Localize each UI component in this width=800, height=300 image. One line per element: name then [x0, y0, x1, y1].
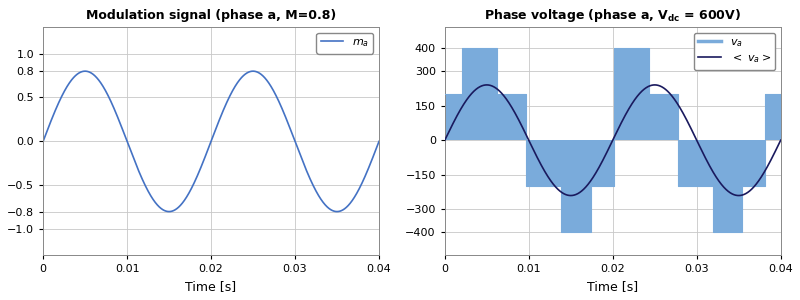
- X-axis label: Time [s]: Time [s]: [186, 280, 237, 293]
- Title: Modulation signal (phase a, M=0.8): Modulation signal (phase a, M=0.8): [86, 9, 336, 22]
- Legend: $v_a$, $<\ v_a>$: $v_a$, $<\ v_a>$: [694, 33, 775, 70]
- Title: Phase voltage (phase a, V$_{\mathbf{dc}}$ = 600V): Phase voltage (phase a, V$_{\mathbf{dc}}…: [484, 7, 742, 24]
- Legend: $m_a$: $m_a$: [316, 33, 374, 54]
- X-axis label: Time [s]: Time [s]: [587, 280, 638, 293]
